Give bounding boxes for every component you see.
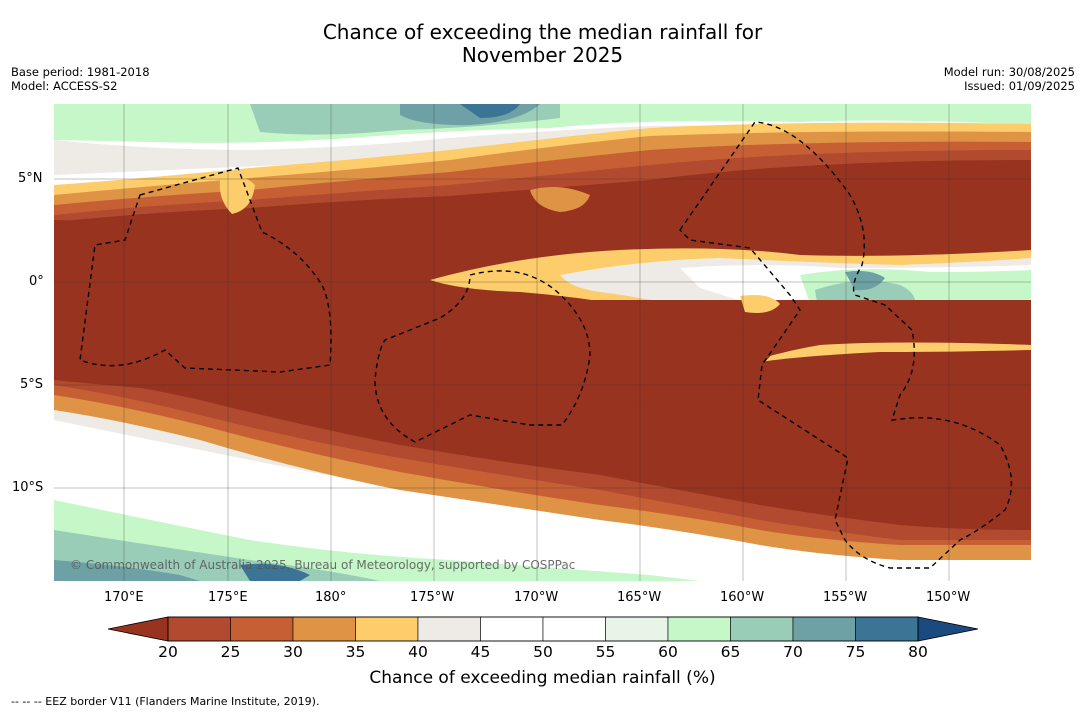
colorbar-tick-label: 20 <box>158 643 178 661</box>
colorbar-segment <box>417 616 481 642</box>
copyright-notice: © Commonwealth of Australia 2025, Bureau… <box>70 558 576 572</box>
colorbar-tick-label: 75 <box>845 643 866 661</box>
lon-label-155w: 155°W <box>823 590 868 605</box>
lon-label-150w: 150°W <box>926 590 971 605</box>
lon-label-175w: 175°W <box>410 590 455 605</box>
colorbar-tick-label: 25 <box>220 643 241 661</box>
colorbar-tick-label: 30 <box>283 643 303 661</box>
colorbar-segment <box>605 616 669 642</box>
map-field <box>54 104 1031 581</box>
meta-left: Base period: 1981-2018 Model: ACCESS-S2 <box>11 65 150 93</box>
colorbar-over-arrow <box>917 616 979 642</box>
colorbar-tick-label: 45 <box>470 643 491 661</box>
title-line-2: November 2025 <box>461 43 624 67</box>
colorbar-segment <box>480 616 544 642</box>
colorbar-segment <box>792 616 856 642</box>
colorbar <box>107 616 979 642</box>
colorbar-tick-label: 70 <box>783 643 803 661</box>
title-line-1: Chance of exceeding the median rainfall … <box>322 20 763 44</box>
map-title: Chance of exceeding the median rainfall … <box>0 21 1085 67</box>
colorbar-segment <box>855 616 919 642</box>
colorbar-tick-label: 60 <box>658 643 678 661</box>
colorbar-segment <box>667 616 731 642</box>
colorbar-tick-label: 50 <box>533 643 553 661</box>
lon-label-160w: 160°W <box>720 590 765 605</box>
meta-right: Model run: 30/08/2025 Issued: 01/09/2025 <box>944 65 1075 93</box>
lat-label-5s: 5°S <box>20 377 44 392</box>
colorbar-segment <box>355 616 419 642</box>
colorbar-label: Chance of exceeding median rainfall (%) <box>369 668 716 688</box>
base-period: Base period: 1981-2018 <box>11 65 150 79</box>
model-name: Model: ACCESS-S2 <box>11 79 118 93</box>
eez-borders <box>79 121 1013 569</box>
grid-lines <box>54 104 1031 581</box>
lat-label-5n: 5°N <box>18 171 43 186</box>
colorbar-segment <box>230 616 294 642</box>
lat-label-0: 0° <box>29 274 44 289</box>
colorbar-segment <box>730 616 794 642</box>
colorbar-segment <box>292 616 356 642</box>
lon-label-180: 180° <box>315 590 347 605</box>
colorbar-tick-label: 65 <box>720 643 741 661</box>
issued-date: Issued: 01/09/2025 <box>964 79 1075 93</box>
colorbar-tick-label: 55 <box>595 643 616 661</box>
colorbar-tick-label: 80 <box>908 643 928 661</box>
colorbar-segment <box>542 616 606 642</box>
lon-label-165w: 165°W <box>617 590 662 605</box>
colorbar-segment <box>167 616 231 642</box>
eez-footnote: -- -- -- EEZ border V11 (Flanders Marine… <box>11 695 320 708</box>
lat-label-10s: 10°S <box>12 480 44 495</box>
lon-label-175e: 175°E <box>208 590 248 605</box>
colorbar-tick-label: 40 <box>408 643 428 661</box>
lon-label-170e: 170°E <box>104 590 144 605</box>
colorbar-ticks: 20 25 30 35 40 45 50 55 60 65 70 75 80 <box>0 643 1085 663</box>
colorbar-tick-label: 35 <box>345 643 366 661</box>
lon-label-170w: 170°W <box>514 590 559 605</box>
model-run: Model run: 30/08/2025 <box>943 65 1075 79</box>
colorbar-under-arrow <box>107 616 169 642</box>
